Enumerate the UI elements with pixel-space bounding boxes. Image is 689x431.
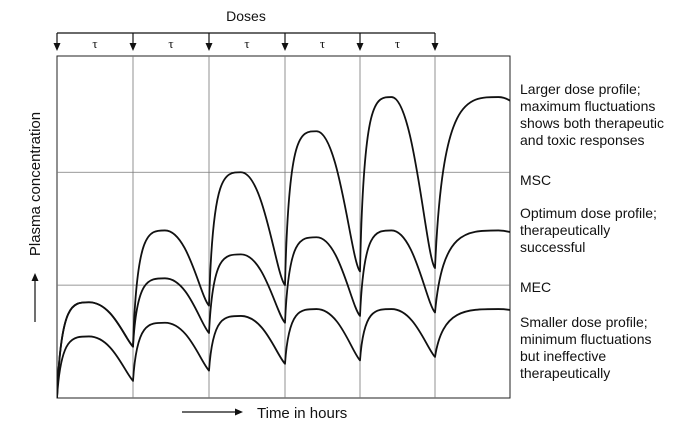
mec-label: MEC xyxy=(520,279,551,295)
description-line: therapeutically xyxy=(520,365,610,381)
smaller-dose-description: Smaller dose profile; minimum fluctuation… xyxy=(520,314,652,381)
dose-interval-tau: τ xyxy=(395,36,400,51)
x-axis-arrow-head xyxy=(235,408,243,416)
dose-arrow-head xyxy=(205,43,213,51)
description-line: Optimum dose profile; xyxy=(520,205,657,221)
doses-label: Doses xyxy=(226,8,266,24)
description-line: and toxic responses xyxy=(520,132,645,148)
dose-interval-tau: τ xyxy=(244,36,249,51)
x-axis-label: Time in hours xyxy=(257,405,347,422)
description-line: Larger dose profile; xyxy=(520,81,641,97)
dose-arrow-head xyxy=(53,43,61,51)
optimum-dose-description: Optimum dose profile; therapeutically succ… xyxy=(520,205,657,255)
smaller-dose-curve xyxy=(57,308,510,399)
description-line: but ineffective xyxy=(520,348,606,364)
dose-arrow-head xyxy=(281,43,289,51)
y-axis-arrow-head xyxy=(31,273,39,281)
dose-interval-tau: τ xyxy=(168,36,173,51)
description-line: maximum fluctuations xyxy=(520,98,655,114)
grid xyxy=(57,56,510,398)
description-line: Smaller dose profile; xyxy=(520,314,648,330)
dose-arrow-head xyxy=(431,43,439,51)
description-line: successful xyxy=(520,239,585,255)
concentration-curves xyxy=(57,96,510,399)
msc-label: MSC xyxy=(520,172,551,188)
plot-frame xyxy=(56,55,511,399)
description-line: shows both therapeutic xyxy=(520,115,664,131)
larger-dose-curve xyxy=(57,96,510,399)
optimum-dose-curve xyxy=(57,229,510,399)
dose-interval-tau: τ xyxy=(320,36,325,51)
description-line: minimum fluctuations xyxy=(520,331,652,347)
dose-arrow-head xyxy=(129,43,137,51)
x-axis-title: Time in hours xyxy=(182,405,347,422)
description-line: therapeutically xyxy=(520,222,610,238)
y-axis-label: Plasma concentration xyxy=(27,112,44,256)
larger-dose-description: Larger dose profile; maximum fluctuations… xyxy=(520,81,664,148)
y-axis-title: Plasma concentration xyxy=(27,112,44,322)
dose-interval-tau: τ xyxy=(92,36,97,51)
dose-arrow-head xyxy=(356,43,364,51)
